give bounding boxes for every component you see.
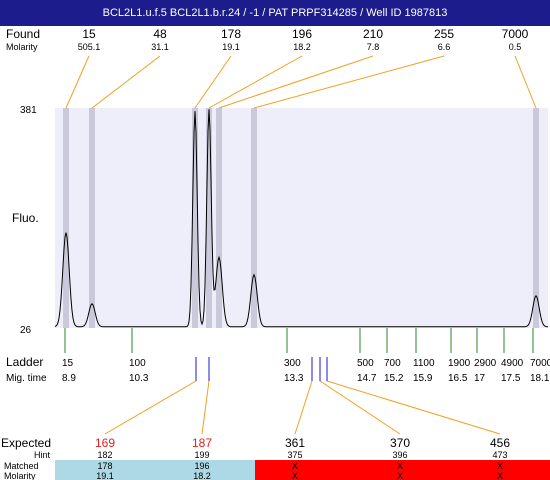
expected-connector	[319, 380, 401, 435]
ladder-mig-time: 17	[474, 373, 486, 384]
ladder-size: 2900	[474, 358, 497, 369]
ladder-size: 15	[62, 358, 74, 369]
found-connector	[194, 55, 232, 109]
found-molarity: 0.5	[509, 42, 522, 52]
text-layer: 38126Fluo.FoundMolarity15505.14831.11781…	[6, 27, 529, 384]
ladder-mig-time: 8.9	[62, 373, 76, 384]
found-connector	[65, 55, 90, 109]
molarity-value: X	[497, 471, 503, 480]
ladder-layer: 15 8.9 100 10.3 300 13.3 500 14.7 700 15.2 1100 15.…	[62, 328, 550, 384]
matched-value: X	[397, 461, 403, 471]
hint-value: 375	[287, 450, 302, 460]
ladder-mig-time: 14.7	[357, 373, 377, 384]
expected-value: 169	[95, 436, 115, 450]
ladder-mig-time: 15.9	[413, 373, 433, 384]
ladder-size: 4900	[501, 358, 524, 369]
plot-area	[55, 108, 548, 328]
molarity-bottom-label: Molarity	[4, 471, 36, 480]
hint-value: 182	[97, 450, 112, 460]
expected-value: 187	[192, 436, 212, 450]
found-connector	[218, 55, 374, 109]
ladder-size: 100	[129, 358, 146, 369]
molarity-value: 18.2	[193, 471, 211, 480]
found-size: 48	[153, 27, 167, 41]
peak-band	[216, 108, 222, 328]
hint-value: 473	[492, 450, 507, 460]
found-size: 7000	[502, 27, 529, 41]
y-tick-min: 26	[20, 325, 32, 336]
ladder-size: 500	[357, 358, 374, 369]
expected-connector	[294, 380, 313, 435]
plot-background-layer	[55, 108, 548, 328]
ladder-size: 7000	[530, 358, 550, 369]
ladder-mig-time: 15.2	[384, 373, 404, 384]
fluorescence-trace	[54, 109, 548, 328]
ladder-label: Ladder	[6, 355, 43, 369]
found-molarity: 505.1	[78, 42, 101, 52]
ladder-size: 1100	[413, 358, 435, 369]
trace-layer	[54, 109, 548, 328]
found-size: 15	[82, 27, 96, 41]
molarity-value: X	[397, 471, 403, 480]
ladder-mig-time: 13.3	[284, 373, 304, 384]
expected-connector	[201, 380, 210, 435]
hint-value: 199	[194, 450, 209, 460]
ladder-mig-time: 16.5	[448, 373, 468, 384]
ladder-mig-time: 17.5	[501, 373, 521, 384]
expected-connector	[104, 380, 197, 435]
expected-value: 370	[390, 436, 410, 450]
peak-band	[533, 108, 539, 328]
ladder-mig-time: 18.1	[530, 373, 550, 384]
peak-band	[89, 108, 95, 328]
connector-layer	[65, 55, 537, 435]
found-molarity: 6.6	[438, 42, 451, 52]
page-title: BCL2L1.u.f.5 BCL2L1.b.r.24 / -1 / PAT PR…	[102, 7, 448, 19]
found-connector	[253, 55, 445, 109]
title-bar: BCL2L1.u.f.5 BCL2L1.b.r.24 / -1 / PAT PR…	[0, 0, 550, 26]
matched-band	[55, 460, 255, 480]
ladder-size: 1900	[448, 358, 471, 369]
found-connector	[514, 55, 537, 109]
matched-value: X	[497, 461, 503, 471]
ladder-size: 700	[384, 358, 401, 369]
found-size: 178	[221, 27, 241, 41]
molarity-value: 19.1	[96, 471, 114, 480]
ladder-size: 300	[284, 358, 301, 369]
matched-value: 178	[97, 461, 112, 471]
y-axis-label: Fluo.	[12, 211, 39, 225]
y-tick-max: 381	[20, 105, 37, 116]
expected-connector	[326, 380, 501, 435]
found-molarity: 31.1	[151, 42, 169, 52]
peak-band	[251, 108, 257, 328]
found-molarity: 18.2	[293, 42, 311, 52]
found-size: 210	[363, 27, 383, 41]
peak-band	[63, 108, 69, 328]
molarity-label: Molarity	[6, 42, 38, 52]
hint-label: Hint	[34, 450, 51, 460]
mig-time-label: Mig. time	[6, 373, 47, 384]
ladder-mig-time: 10.3	[129, 373, 149, 384]
expected-value: 361	[285, 436, 305, 450]
peak-band	[206, 108, 212, 328]
peak-marker-layer	[63, 108, 539, 328]
matched-value: X	[292, 461, 298, 471]
found-label: Found	[6, 27, 40, 41]
found-connector	[208, 55, 303, 109]
found-connector	[91, 55, 161, 109]
matched-label: Matched	[4, 461, 39, 471]
expected-label: Expected	[1, 436, 51, 450]
hint-value: 396	[392, 450, 407, 460]
molarity-value: X	[292, 471, 298, 480]
found-molarity: 7.8	[367, 42, 380, 52]
found-molarity: 19.1	[222, 42, 240, 52]
matched-value: 196	[194, 461, 209, 471]
found-size: 196	[292, 27, 312, 41]
unmatched-band	[255, 460, 550, 480]
peak-band	[192, 108, 198, 328]
found-size: 255	[434, 27, 454, 41]
expected-value: 456	[490, 436, 510, 450]
